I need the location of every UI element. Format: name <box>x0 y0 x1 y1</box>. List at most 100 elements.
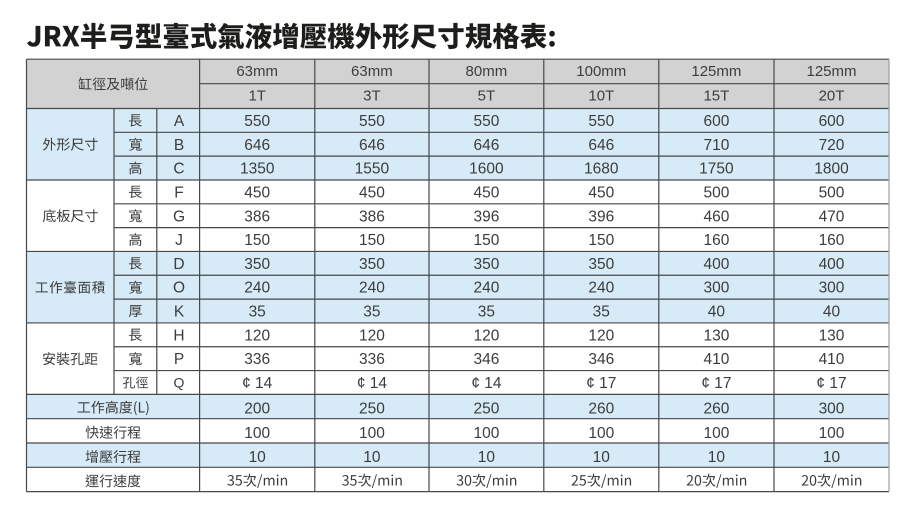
svg-text:10: 10 <box>708 449 726 466</box>
svg-text:646: 646 <box>359 137 385 154</box>
svg-text:125mm: 125mm <box>806 63 856 80</box>
svg-text:500: 500 <box>819 184 845 201</box>
svg-text:¢ 14: ¢ 14 <box>242 375 273 392</box>
svg-text:O: O <box>173 280 185 297</box>
svg-text:160: 160 <box>703 232 729 249</box>
svg-text:1350: 1350 <box>240 161 275 178</box>
svg-text:130: 130 <box>703 327 729 344</box>
svg-text:160: 160 <box>819 232 845 249</box>
svg-text:450: 450 <box>588 184 614 201</box>
svg-text:100: 100 <box>819 425 845 442</box>
svg-text:450: 450 <box>244 184 270 201</box>
svg-text:10: 10 <box>249 449 267 466</box>
svg-text:350: 350 <box>244 256 270 273</box>
svg-text:35: 35 <box>249 304 266 321</box>
svg-text:35: 35 <box>363 304 380 321</box>
svg-text:710: 710 <box>703 137 729 154</box>
svg-text:H: H <box>173 327 184 344</box>
svg-text:80mm: 80mm <box>466 63 508 80</box>
svg-text:10: 10 <box>478 449 496 466</box>
svg-text:5T: 5T <box>478 87 496 104</box>
svg-text:240: 240 <box>244 280 270 297</box>
svg-text:10: 10 <box>363 449 381 466</box>
svg-text:386: 386 <box>359 208 385 225</box>
svg-text:63mm: 63mm <box>236 63 278 80</box>
svg-text:150: 150 <box>588 232 614 249</box>
svg-text:P: P <box>174 351 184 368</box>
svg-text:100: 100 <box>359 425 385 442</box>
svg-text:400: 400 <box>819 256 845 273</box>
svg-text:10: 10 <box>593 449 611 466</box>
svg-text:120: 120 <box>473 327 499 344</box>
svg-text:250: 250 <box>359 401 385 418</box>
svg-text:100: 100 <box>703 425 729 442</box>
svg-text:100: 100 <box>473 425 499 442</box>
svg-text:K: K <box>174 304 185 321</box>
svg-text:460: 460 <box>703 208 729 225</box>
svg-text:450: 450 <box>473 184 499 201</box>
svg-text:646: 646 <box>588 137 614 154</box>
svg-text:410: 410 <box>703 351 729 368</box>
svg-text:¢ 14: ¢ 14 <box>471 375 502 392</box>
svg-text:200: 200 <box>244 401 270 418</box>
svg-text:260: 260 <box>588 401 614 418</box>
svg-text:100: 100 <box>244 425 270 442</box>
svg-text:720: 720 <box>819 137 845 154</box>
svg-text:600: 600 <box>703 113 729 130</box>
svg-text:D: D <box>173 256 184 273</box>
svg-text:300: 300 <box>819 401 845 418</box>
svg-text:240: 240 <box>588 280 614 297</box>
svg-text:¢ 14: ¢ 14 <box>357 375 388 392</box>
svg-text:386: 386 <box>244 208 270 225</box>
svg-text:Q: Q <box>174 375 185 391</box>
svg-text:350: 350 <box>588 256 614 273</box>
svg-text:120: 120 <box>359 327 385 344</box>
svg-text:150: 150 <box>244 232 270 249</box>
svg-text:¢ 17: ¢ 17 <box>701 375 731 392</box>
svg-text:1680: 1680 <box>584 161 619 178</box>
svg-text:¢ 17: ¢ 17 <box>816 375 846 392</box>
svg-text:240: 240 <box>359 280 385 297</box>
svg-text:550: 550 <box>244 113 270 130</box>
svg-text:35: 35 <box>478 304 495 321</box>
svg-text:260: 260 <box>703 401 729 418</box>
svg-text:396: 396 <box>588 208 614 225</box>
svg-text:1600: 1600 <box>469 161 504 178</box>
svg-text:15T: 15T <box>703 87 729 104</box>
svg-text:470: 470 <box>819 208 845 225</box>
svg-text:346: 346 <box>588 351 614 368</box>
svg-text:C: C <box>173 161 184 178</box>
svg-text:40: 40 <box>823 304 841 321</box>
svg-text:400: 400 <box>703 256 729 273</box>
svg-text:F: F <box>174 184 183 201</box>
svg-text:336: 336 <box>359 351 385 368</box>
svg-text:336: 336 <box>244 351 270 368</box>
svg-text:1800: 1800 <box>814 161 849 178</box>
svg-text:20T: 20T <box>819 87 845 104</box>
svg-text:40: 40 <box>708 304 726 321</box>
svg-text:350: 350 <box>473 256 499 273</box>
svg-text:646: 646 <box>473 137 499 154</box>
svg-text:¢ 17: ¢ 17 <box>586 375 616 392</box>
svg-text:250: 250 <box>473 401 499 418</box>
svg-text:100mm: 100mm <box>576 63 626 80</box>
svg-text:3T: 3T <box>363 87 381 104</box>
svg-text:346: 346 <box>473 351 499 368</box>
svg-text:B: B <box>174 137 184 154</box>
svg-text:10: 10 <box>823 449 841 466</box>
svg-text:10T: 10T <box>588 87 614 104</box>
svg-text:1750: 1750 <box>699 161 734 178</box>
svg-text:150: 150 <box>359 232 385 249</box>
svg-text:G: G <box>173 208 185 225</box>
svg-text:396: 396 <box>473 208 499 225</box>
svg-text:35: 35 <box>593 304 610 321</box>
svg-text:150: 150 <box>473 232 499 249</box>
svg-text:300: 300 <box>703 280 729 297</box>
svg-text:600: 600 <box>819 113 845 130</box>
svg-text:500: 500 <box>703 184 729 201</box>
svg-text:550: 550 <box>588 113 614 130</box>
svg-text:125mm: 125mm <box>691 63 741 80</box>
svg-text:130: 130 <box>819 327 845 344</box>
svg-text:1T: 1T <box>248 87 266 104</box>
svg-text:63mm: 63mm <box>351 63 393 80</box>
